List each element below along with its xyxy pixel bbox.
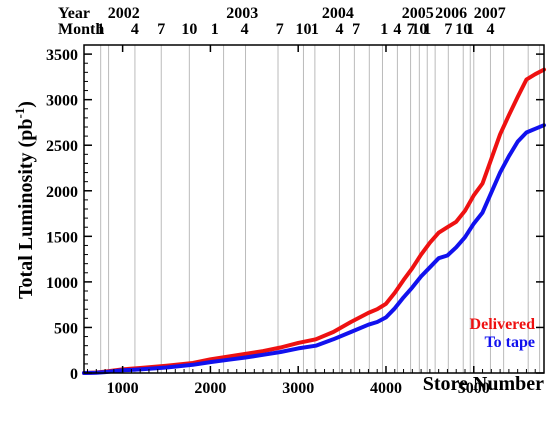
series-lines	[82, 67, 546, 375]
header-month-mark-12: 4	[393, 21, 401, 38]
header-month-mark-6: 7	[276, 21, 284, 38]
x-tick-label-1: 2000	[194, 380, 226, 397]
header-month-mark-3: 10	[181, 21, 197, 38]
header-month-mark-4: 1	[211, 21, 219, 38]
header-year-mark-1: 2003	[226, 5, 258, 22]
x-tick-label-2: 3000	[282, 380, 314, 397]
header-month-mark-15: 1	[423, 21, 431, 38]
header-row-label-month: Month	[58, 21, 104, 38]
header-year-mark-3: 2005	[402, 5, 434, 22]
header-month-mark-16: 7	[444, 21, 452, 38]
header-year-mark-5: 2007	[474, 5, 506, 22]
y-tick-label-4: 2000	[46, 184, 78, 201]
header-month-mark-2: 7	[157, 21, 165, 38]
x-tick-label-4: 5000	[458, 380, 490, 397]
series-line-to-tape	[82, 123, 546, 375]
y-axis-label-main: Total Luminosity (pb	[15, 119, 37, 299]
header-month-mark-18: 1	[466, 21, 474, 38]
header-month-mark-11: 1	[380, 21, 388, 38]
header-month-mark-0: 1	[97, 21, 105, 38]
y-tick-label-3: 1500	[46, 229, 78, 246]
y-axis-label: Total Luminosity (pb-1)	[12, 101, 37, 299]
y-tick-label-1: 500	[54, 320, 78, 337]
y-tick-label-7: 3500	[46, 47, 78, 64]
x-tick-label-0: 1000	[107, 380, 139, 397]
axis-ticks: 1000 2000 3000 4000 5000 0 500 1000 1500 2000 2500…	[46, 45, 545, 397]
header-month-mark-9: 4	[335, 21, 343, 38]
header-month-mark-5: 4	[241, 21, 249, 38]
x-axis-label: Store Number	[423, 373, 544, 395]
header-month-mark-10: 7	[352, 21, 360, 38]
header-month-mark-7: 10	[295, 21, 311, 38]
header-year-mark-0: 2002	[108, 5, 140, 22]
header-month-mark-14: 10	[411, 21, 427, 38]
header-year-mark-2: 2004	[322, 5, 354, 22]
y-axis-label-close: )	[15, 101, 37, 108]
header-year-mark-4: 2006	[435, 5, 467, 22]
header-month-mark-1: 4	[131, 21, 139, 38]
legend-to-tape: To tape	[484, 334, 535, 351]
header-month-mark-8: 1	[311, 21, 319, 38]
header-row-label-year: Year	[58, 5, 90, 22]
legend-delivered: Delivered	[470, 316, 536, 333]
header-month-mark-19: 4	[486, 21, 494, 38]
y-tick-label-5: 2500	[46, 138, 78, 155]
y-tick-label-2: 1000	[46, 275, 78, 292]
y-tick-label-6: 3000	[46, 93, 78, 110]
y-axis-label-exponent: -1	[12, 108, 27, 119]
y-tick-label-0: 0	[70, 366, 78, 383]
header-month-mark-17: 10	[455, 21, 471, 38]
x-tick-label-3: 4000	[370, 380, 402, 397]
header-month-mark-13: 7	[407, 21, 415, 38]
